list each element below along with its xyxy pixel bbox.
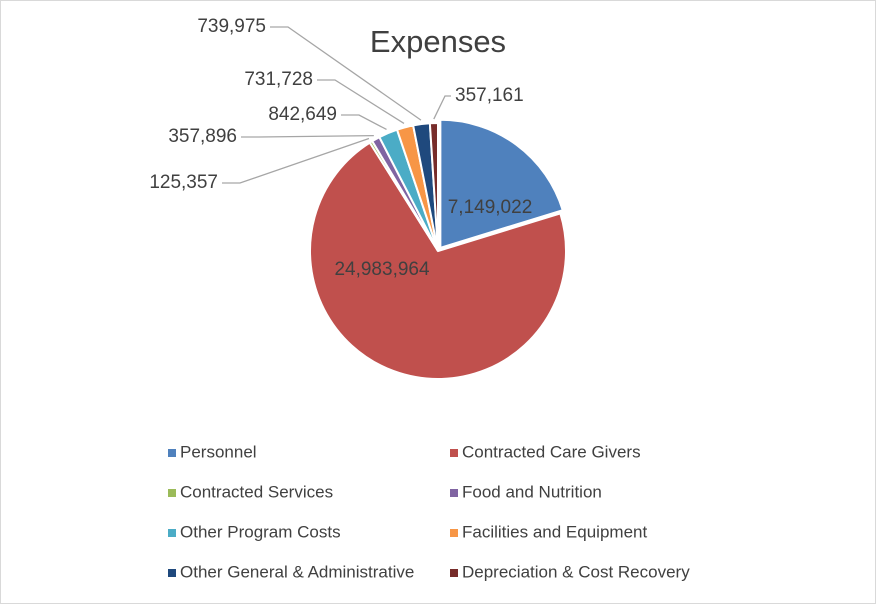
data-label: 739,975 xyxy=(197,16,266,37)
data-label: 7,149,022 xyxy=(448,197,533,218)
data-label: 357,161 xyxy=(455,85,524,106)
legend-swatch xyxy=(450,489,458,497)
legend-swatch xyxy=(168,529,176,537)
leader-line xyxy=(241,134,374,138)
pie-slice xyxy=(428,121,439,252)
legend-swatch xyxy=(450,449,458,457)
chart-title: Expenses xyxy=(370,24,506,59)
legend-label: Contracted Care Givers xyxy=(462,442,641,461)
data-label: 731,728 xyxy=(244,69,313,90)
legend-label: Food and Nutrition xyxy=(462,482,602,501)
legend-swatch xyxy=(168,489,176,497)
leader-line xyxy=(341,114,387,131)
data-label: 125,357 xyxy=(149,172,218,193)
legend-swatch xyxy=(450,529,458,537)
pie-slice xyxy=(439,118,564,250)
legend-label: Facilities and Equipment xyxy=(462,522,647,541)
legend-swatch xyxy=(450,569,458,577)
legend-label: Other General & Administrative xyxy=(180,562,414,581)
data-label: 24,983,964 xyxy=(334,259,430,280)
leader-line xyxy=(270,26,422,121)
legend-label: Other Program Costs xyxy=(180,522,341,541)
leader-line xyxy=(317,79,405,125)
legend-swatch xyxy=(168,449,176,457)
leader-line xyxy=(433,95,451,120)
legend-label: Personnel xyxy=(180,442,257,461)
pie-slice xyxy=(309,141,567,380)
leader-line xyxy=(222,137,370,184)
legend-swatch xyxy=(168,569,176,577)
legend-label: Contracted Services xyxy=(180,482,333,501)
data-label: 357,896 xyxy=(168,126,237,147)
data-label: 842,649 xyxy=(268,104,337,125)
legend-label: Depreciation & Cost Recovery xyxy=(462,562,690,581)
